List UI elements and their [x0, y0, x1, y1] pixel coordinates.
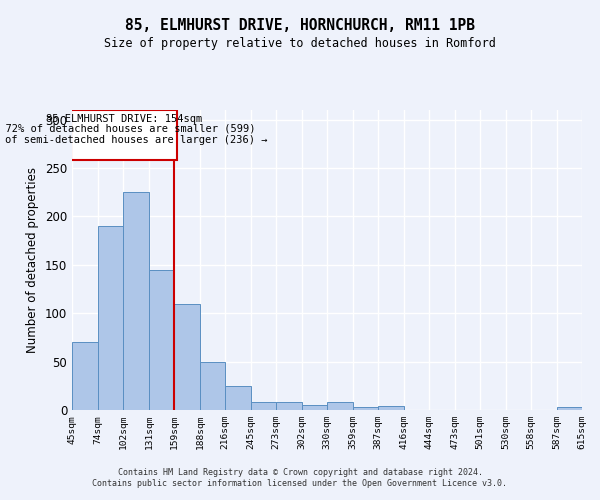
Bar	[200, 362, 225, 410]
Bar	[251, 402, 276, 410]
Text: Size of property relative to detached houses in Romford: Size of property relative to detached ho…	[104, 38, 496, 51]
Text: Contains HM Land Registry data © Crown copyright and database right 2024.
Contai: Contains HM Land Registry data © Crown c…	[92, 468, 508, 487]
Bar	[149, 270, 174, 410]
Bar	[327, 402, 353, 410]
Text: ← 72% of detached houses are smaller (599): ← 72% of detached houses are smaller (59…	[0, 124, 255, 134]
Bar	[72, 342, 98, 410]
Bar	[276, 402, 302, 410]
Bar	[302, 405, 327, 410]
Bar	[378, 406, 404, 410]
Text: 85, ELMHURST DRIVE, HORNCHURCH, RM11 1PB: 85, ELMHURST DRIVE, HORNCHURCH, RM11 1PB	[125, 18, 475, 32]
FancyBboxPatch shape	[71, 110, 176, 160]
Bar	[98, 226, 123, 410]
Bar	[225, 386, 251, 410]
Bar	[557, 407, 582, 410]
Text: 85 ELMHURST DRIVE: 154sqm: 85 ELMHURST DRIVE: 154sqm	[46, 114, 202, 124]
Bar	[174, 304, 200, 410]
Text: 28% of semi-detached houses are larger (236) →: 28% of semi-detached houses are larger (…	[0, 135, 268, 145]
Y-axis label: Number of detached properties: Number of detached properties	[26, 167, 40, 353]
Bar	[353, 407, 378, 410]
Bar	[123, 192, 149, 410]
